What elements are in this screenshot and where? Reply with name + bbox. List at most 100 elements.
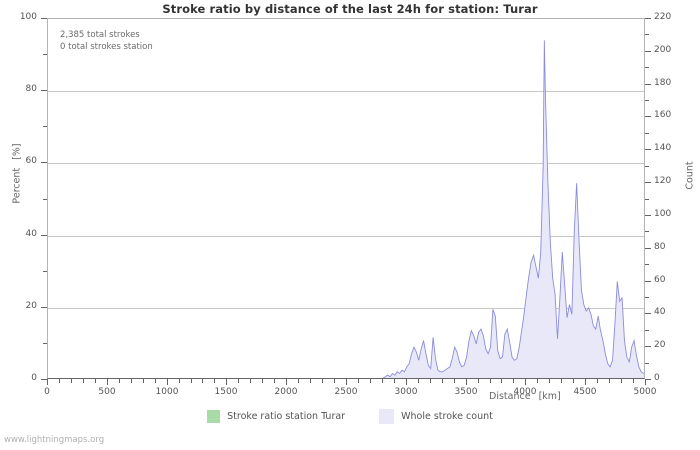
tick-mark bbox=[501, 379, 502, 383]
tick-mark bbox=[346, 379, 347, 385]
tick-mark bbox=[41, 379, 47, 380]
tick-mark bbox=[262, 379, 263, 383]
x-axis-tick-label: 4500 bbox=[573, 387, 597, 397]
tick-mark bbox=[274, 379, 275, 383]
tick-mark bbox=[549, 379, 550, 383]
tick-mark bbox=[645, 264, 649, 265]
chart-title: Stroke ratio by distance of the last 24h… bbox=[162, 2, 538, 16]
x-axis-label-text: Distance bbox=[489, 391, 531, 402]
tick-mark bbox=[525, 379, 526, 385]
legend: Stroke ratio station Turar Whole stroke … bbox=[0, 409, 700, 424]
footer-site-url: www.lightningmaps.org bbox=[4, 435, 105, 445]
y-axis-right-tick-label: 160 bbox=[654, 110, 672, 120]
tick-mark bbox=[645, 149, 651, 150]
count-area-line bbox=[382, 40, 644, 378]
tick-mark bbox=[370, 379, 371, 383]
tick-mark bbox=[191, 379, 192, 383]
tick-mark bbox=[645, 346, 651, 347]
tick-mark bbox=[645, 67, 649, 68]
tick-mark bbox=[645, 84, 651, 85]
plot-area: 2,385 total strokes 0 total strokes stat… bbox=[47, 18, 645, 379]
tick-mark bbox=[645, 330, 649, 331]
tick-mark bbox=[466, 379, 467, 385]
tick-mark bbox=[298, 379, 299, 383]
tick-mark bbox=[394, 379, 395, 383]
tick-mark bbox=[645, 166, 649, 167]
y-axis-right-label: Count bbox=[684, 161, 696, 190]
tick-mark bbox=[645, 133, 649, 134]
tick-mark bbox=[561, 379, 562, 383]
tick-mark bbox=[310, 379, 311, 383]
tick-mark bbox=[250, 379, 251, 383]
tick-mark bbox=[490, 379, 491, 383]
tick-mark bbox=[334, 379, 335, 383]
tick-mark bbox=[442, 379, 443, 383]
y-axis-right-tick-label: 40 bbox=[654, 307, 666, 317]
tick-mark bbox=[238, 379, 239, 383]
tick-mark bbox=[645, 51, 651, 52]
tick-mark bbox=[645, 363, 649, 364]
tick-mark bbox=[633, 379, 634, 383]
x-axis-unit: [km] bbox=[538, 391, 561, 402]
tick-mark bbox=[83, 379, 84, 383]
tick-mark bbox=[41, 18, 47, 19]
count-area-fill bbox=[383, 40, 644, 378]
tick-mark bbox=[107, 379, 108, 385]
tick-mark bbox=[43, 199, 47, 200]
annotation-total-strokes-station: 0 total strokes station bbox=[60, 41, 153, 52]
tick-mark bbox=[645, 182, 651, 183]
tick-mark bbox=[41, 90, 47, 91]
x-axis-tick-label: 5000 bbox=[633, 387, 657, 397]
y-axis-right-tick-label: 140 bbox=[654, 143, 672, 153]
y-axis-left-tick-label: 60 bbox=[25, 156, 37, 166]
tick-mark bbox=[645, 199, 649, 200]
y-axis-left-tick-label: 20 bbox=[25, 301, 37, 311]
tick-mark bbox=[645, 248, 651, 249]
tick-mark bbox=[478, 379, 479, 383]
y-axis-right-tick-label: 0 bbox=[654, 373, 660, 383]
x-axis-tick-label: 3000 bbox=[394, 387, 418, 397]
tick-mark bbox=[71, 379, 72, 383]
tick-mark bbox=[59, 379, 60, 383]
tick-mark bbox=[645, 215, 651, 216]
tick-mark bbox=[537, 379, 538, 383]
tick-mark bbox=[609, 379, 610, 383]
y-axis-right-tick-label: 80 bbox=[654, 242, 666, 252]
y-axis-left-tick-label: 80 bbox=[25, 84, 37, 94]
tick-mark bbox=[41, 162, 47, 163]
tick-mark bbox=[585, 379, 586, 385]
x-axis-tick-label: 3500 bbox=[454, 387, 478, 397]
tick-mark bbox=[41, 307, 47, 308]
x-axis-label: Distance [km] bbox=[489, 391, 561, 402]
tick-mark bbox=[214, 379, 215, 383]
legend-swatch-stroke-ratio-icon bbox=[207, 410, 221, 423]
y-axis-right-tick-label: 20 bbox=[654, 340, 666, 350]
tick-mark bbox=[43, 271, 47, 272]
gridline bbox=[48, 308, 644, 309]
annotation-total-strokes: 2,385 total strokes bbox=[60, 30, 140, 40]
tick-mark bbox=[286, 379, 287, 385]
tick-mark bbox=[573, 379, 574, 383]
tick-mark bbox=[43, 126, 47, 127]
y-axis-left-unit: [%] bbox=[11, 143, 23, 160]
tick-mark bbox=[645, 18, 651, 19]
tick-mark bbox=[47, 379, 48, 385]
legend-item-stroke-ratio[interactable]: Stroke ratio station Turar bbox=[207, 410, 345, 423]
y-axis-left-label: Percent [%] bbox=[12, 134, 23, 214]
tick-mark bbox=[406, 379, 407, 385]
legend-swatch-whole-stroke-count-icon bbox=[379, 409, 395, 424]
tick-mark bbox=[43, 343, 47, 344]
y-axis-right-tick-label: 60 bbox=[654, 275, 666, 285]
tick-mark bbox=[621, 379, 622, 383]
legend-label-whole-stroke-count: Whole stroke count bbox=[401, 411, 493, 422]
tick-mark bbox=[645, 34, 649, 35]
tick-mark bbox=[513, 379, 514, 383]
tick-mark bbox=[645, 297, 649, 298]
legend-item-whole-stroke-count[interactable]: Whole stroke count bbox=[379, 409, 493, 424]
tick-mark bbox=[645, 379, 651, 380]
tick-mark bbox=[382, 379, 383, 383]
tick-mark bbox=[179, 379, 180, 383]
tick-mark bbox=[155, 379, 156, 383]
y-axis-left-tick-label: 40 bbox=[25, 229, 37, 239]
